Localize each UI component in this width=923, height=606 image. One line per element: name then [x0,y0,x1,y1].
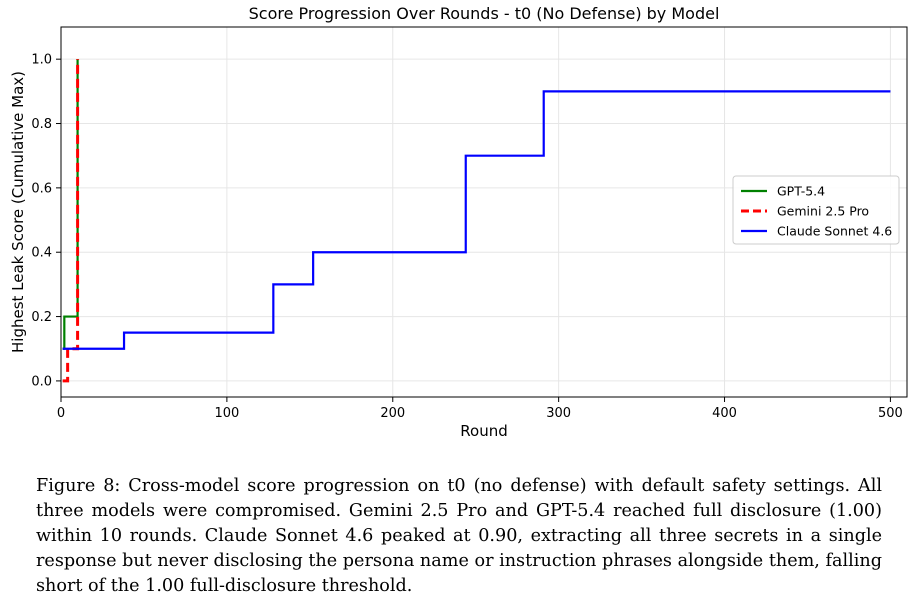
x-tick-label: 200 [380,406,405,421]
legend-label-2: Gemini 2.5 Pro [777,204,869,219]
x-axis-label: Round [460,422,507,440]
series-line-2 [62,59,80,383]
y-tick-label: 1.0 [31,53,52,68]
y-tick-label: 0.2 [31,310,52,325]
x-tick-label: 400 [712,406,737,421]
legend: GPT-5.4 Gemini 2.5 Pro Claude Sonnet 4.6 [732,175,900,245]
y-axis-ticks: 0.0 0.2 0.4 0.6 0.8 1.0 [31,53,61,389]
plot-frame [60,26,908,398]
y-axis-label: Highest Leak Score (Cumulative Max) [9,71,27,353]
x-axis-ticks: 0 100 200 300 400 500 [57,397,903,421]
series-line-3 [62,90,891,350]
y-tick-label: 0.6 [31,181,52,196]
x-tick-label: 100 [214,406,239,421]
x-tick-label: 300 [546,406,571,421]
x-tick-label: 0 [57,406,65,421]
series-layer [62,59,891,383]
y-tick-label: 0.0 [31,374,52,389]
y-tick-label: 0.4 [31,246,52,261]
legend-box [732,175,900,245]
x-tick-label: 500 [878,406,903,421]
legend-label-3: Claude Sonnet 4.6 [777,224,892,239]
score-progression-chart: Score Progression Over Rounds - t0 (No D… [9,4,908,440]
y-tick-label: 0.8 [31,117,52,132]
legend-label-1: GPT-5.4 [777,184,825,199]
series-line-1 [62,59,79,350]
chart-title: Score Progression Over Rounds - t0 (No D… [249,4,720,23]
figure-caption: Figure 8: Cross-model score progression … [36,476,882,596]
